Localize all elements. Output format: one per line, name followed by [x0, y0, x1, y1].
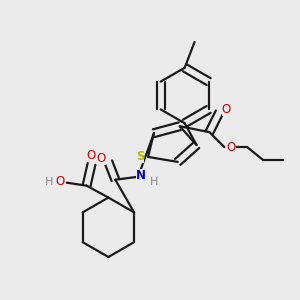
Text: O: O	[55, 175, 64, 188]
Text: S: S	[136, 150, 144, 164]
Text: N: N	[136, 169, 146, 182]
Text: O: O	[222, 103, 231, 116]
Text: H: H	[45, 177, 53, 187]
Text: H: H	[150, 177, 158, 187]
Text: O: O	[97, 152, 106, 165]
Text: O: O	[86, 149, 95, 162]
Text: O: O	[226, 140, 236, 154]
